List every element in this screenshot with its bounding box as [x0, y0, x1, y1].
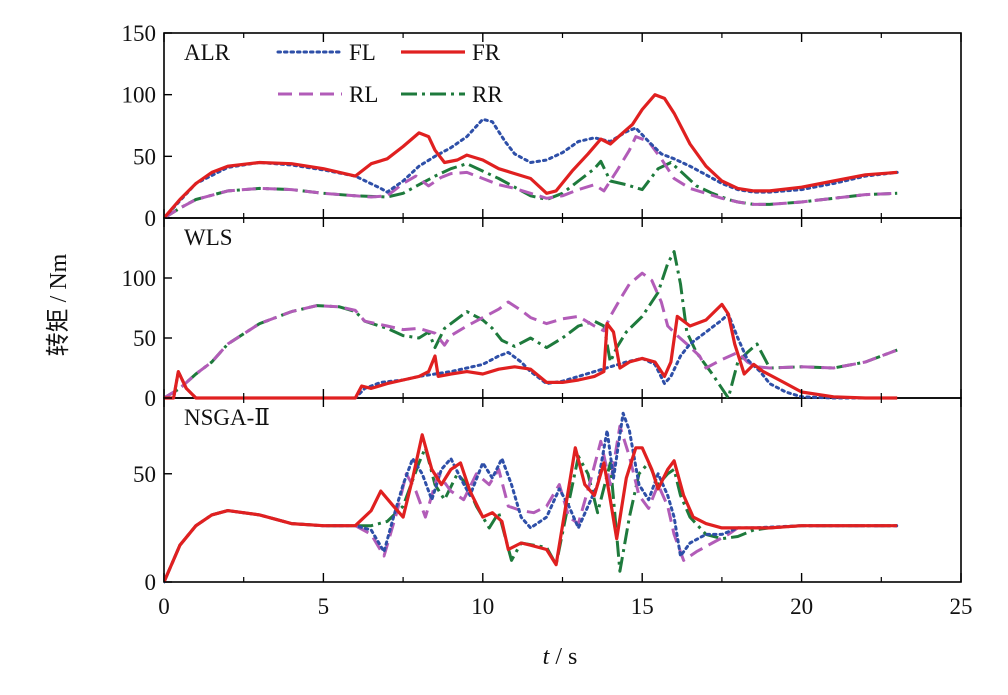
series-line-RL-panel-0	[164, 135, 898, 220]
x-tick-label-1: 5	[318, 594, 330, 619]
x-tick-label-2: 10	[471, 594, 494, 619]
legend-label-FL: FL	[349, 40, 376, 65]
series-line-RR-panel-1	[164, 250, 898, 400]
x-tick-label-5: 25	[950, 594, 973, 619]
x-axis-unit: / s	[549, 644, 577, 670]
panel-label-2: NSGA-Ⅱ	[184, 405, 270, 430]
series-line-RR-panel-2	[164, 446, 898, 583]
panel-frame-1	[163, 217, 962, 399]
panel-frame-2	[163, 397, 962, 583]
x-tick-label-4: 20	[790, 594, 813, 619]
x-tick-label-0: 0	[158, 594, 170, 619]
y-tick-label-0-1: 50	[133, 144, 156, 169]
y-tick-label-0-2: 100	[122, 83, 157, 108]
panel-label-0: ALR	[184, 40, 231, 65]
legend-label-RL: RL	[349, 82, 378, 107]
series-line-FR-panel-2	[164, 433, 898, 583]
y-axis-title: 转矩 / Nm	[45, 253, 72, 356]
y-tick-label-1-0: 0	[145, 386, 157, 411]
series-line-FL-panel-1	[164, 312, 899, 400]
y-tick-label-0-0: 0	[145, 206, 157, 231]
y-tick-label-2-0: 0	[145, 570, 157, 595]
x-axis-title: t / s	[543, 644, 578, 670]
x-tick-label-3: 15	[631, 594, 654, 619]
legend-label-FR: FR	[472, 40, 501, 65]
y-tick-label-2-1: 50	[133, 462, 156, 487]
y-tick-label-1-1: 50	[133, 326, 156, 351]
y-tick-label-0-3: 150	[122, 21, 157, 46]
series-line-FL-panel-2	[164, 411, 899, 584]
panel-label-1: WLS	[184, 225, 233, 250]
series-line-RL-panel-2	[164, 424, 898, 583]
series-line-RL-panel-1	[164, 271, 898, 400]
legend-label-RR: RR	[472, 82, 503, 107]
series-line-FR-panel-1	[164, 302, 898, 400]
series-line-FR-panel-0	[164, 93, 898, 220]
y-tick-label-1-2: 100	[122, 266, 157, 291]
series-line-FL-panel-0	[164, 117, 899, 220]
x-axis-variable: t	[543, 644, 551, 670]
